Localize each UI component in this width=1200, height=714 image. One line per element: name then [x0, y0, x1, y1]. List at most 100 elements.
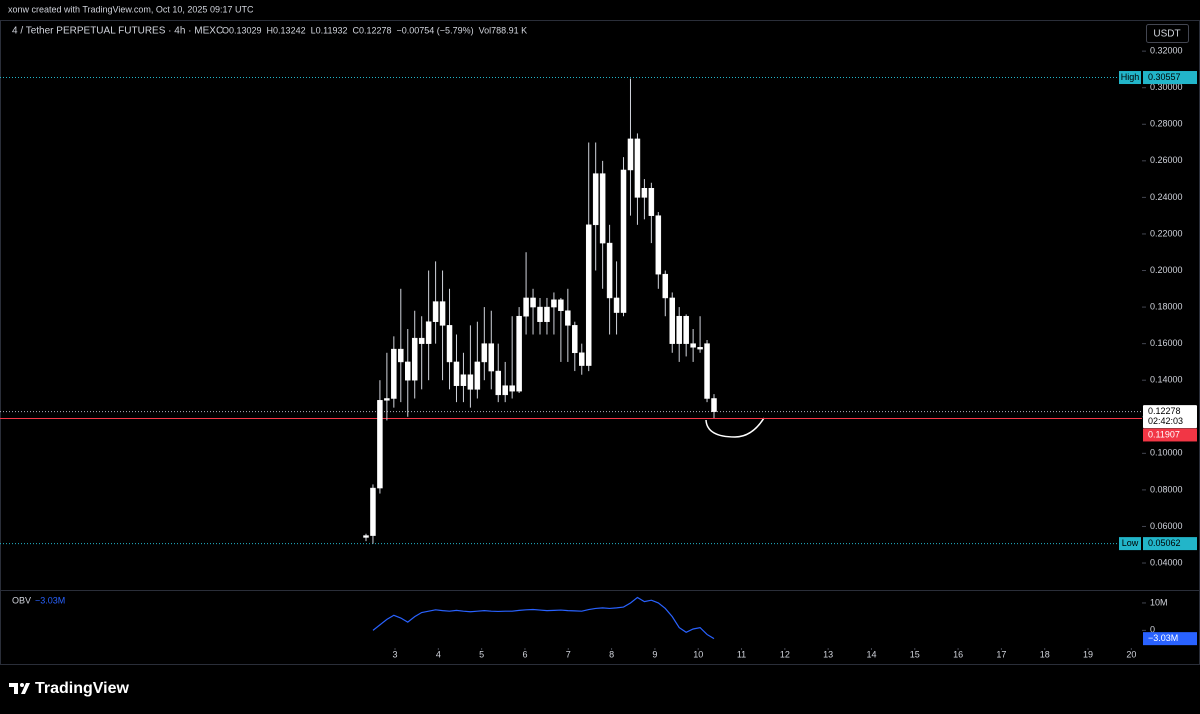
- candle-body: [432, 301, 439, 322]
- candle-body: [627, 138, 634, 171]
- candle-body: [704, 343, 710, 399]
- candle-body: [363, 535, 369, 538]
- logo-dot: [20, 683, 24, 687]
- currency-box[interactable]: [1146, 24, 1189, 43]
- candle-body: [370, 487, 376, 536]
- candle-body: [551, 299, 557, 308]
- candle-body: [697, 347, 703, 350]
- candle-body: [641, 188, 648, 198]
- candle-body: [411, 337, 418, 381]
- ohlc-summary: O0.13029: [222, 25, 262, 35]
- extreme-value-box: [1143, 537, 1197, 551]
- price-line-box: [1143, 428, 1197, 442]
- extreme-label-box: [1119, 71, 1141, 85]
- candle-body: [620, 169, 627, 313]
- y-tick-label: 0.16000: [1150, 338, 1183, 348]
- x-tick-label: 7: [566, 649, 571, 659]
- candle-body: [634, 138, 641, 198]
- candle-body: [544, 306, 550, 322]
- candle-body: [523, 297, 529, 317]
- candle-body: [599, 173, 606, 244]
- countdown: 02:42:03: [1148, 416, 1183, 426]
- candle-body: [405, 361, 411, 381]
- candle-body: [690, 343, 696, 348]
- y-tick-label: 0.32000: [1150, 46, 1183, 56]
- candle-body: [537, 306, 543, 322]
- x-tick-label: 13: [823, 649, 833, 659]
- candle-body: [453, 361, 460, 386]
- x-tick-label: 12: [780, 649, 790, 659]
- candle-body: [585, 224, 592, 366]
- candle-body: [669, 297, 675, 344]
- x-tick-label: 15: [910, 649, 920, 659]
- last-price: 0.12278: [1148, 406, 1181, 416]
- x-tick-label: 17: [996, 649, 1006, 659]
- candle-body: [662, 273, 669, 299]
- x-tick-label: 10: [693, 649, 703, 659]
- y-tick-label: 0.08000: [1150, 484, 1183, 494]
- candle-body: [474, 361, 481, 390]
- ohlc-summary: Vol788.91 K: [479, 25, 528, 35]
- last-price-box: [1143, 405, 1197, 429]
- logo-icon: [9, 683, 30, 694]
- candle-body: [558, 299, 564, 311]
- indicator-value: −3.03M: [35, 595, 65, 605]
- candle-body: [572, 325, 578, 354]
- x-tick-label: 14: [866, 649, 876, 659]
- candle-body: [384, 398, 390, 401]
- ohlc-summary: H0.13242: [267, 25, 306, 35]
- candle-body: [502, 385, 508, 396]
- candle-body: [655, 215, 662, 275]
- x-tick-label: 8: [609, 649, 614, 659]
- price-line-value: 0.11907: [1148, 429, 1180, 439]
- candle-body: [467, 374, 474, 390]
- x-tick-label: 20: [1126, 649, 1136, 659]
- drawing-annotation: [705, 417, 765, 438]
- logo: [9, 683, 30, 694]
- x-tick-label: 18: [1040, 649, 1050, 659]
- extreme-label: Low: [1122, 538, 1139, 548]
- x-tick-label: 16: [953, 649, 963, 659]
- candle-body: [711, 398, 717, 412]
- extreme-value-box: [1143, 71, 1197, 85]
- x-tick-label: 6: [522, 649, 527, 659]
- brand: TradingView: [35, 680, 130, 697]
- extreme-label-box: [1119, 537, 1141, 551]
- candle-body: [579, 352, 585, 366]
- candle-body: [530, 297, 536, 308]
- candle-body: [676, 315, 682, 344]
- candle-body: [377, 400, 383, 489]
- candle-body: [418, 337, 425, 344]
- candle-body: [516, 315, 522, 392]
- y-tick-label: 0.10000: [1150, 448, 1183, 458]
- extreme-value: 0.05062: [1148, 538, 1181, 548]
- candle-body: [509, 385, 515, 392]
- indicator-last-box: [1143, 632, 1197, 646]
- indicator-name: OBV: [12, 595, 31, 605]
- x-tick-label: 19: [1083, 649, 1093, 659]
- y-tick-label: 0.22000: [1150, 228, 1183, 238]
- currency[interactable]: USDT: [1153, 29, 1180, 40]
- x-tick-label: 11: [737, 649, 746, 659]
- x-tick-label: 5: [479, 649, 484, 659]
- symbol-title: 4 / Tether PERPETUAL FUTURES · 4h · MEXC: [12, 26, 223, 37]
- candle-body: [606, 242, 613, 299]
- y-tick-label: 0.24000: [1150, 192, 1183, 202]
- y-tick-label: 0.04000: [1150, 557, 1183, 567]
- candle-body: [683, 315, 689, 344]
- ohlc-summary: L0.11932: [311, 25, 348, 35]
- candle-body: [565, 310, 571, 326]
- y-tick-label: 0.26000: [1150, 155, 1183, 165]
- candle-body: [398, 348, 404, 363]
- candle-body: [446, 325, 453, 363]
- candle-body: [592, 173, 599, 226]
- x-tick-label: 9: [652, 649, 657, 659]
- attribution: xonw created with TradingView.com, Oct 1…: [8, 4, 254, 14]
- y-tick-label: 0.28000: [1150, 119, 1183, 129]
- indicator-y-tick-label: 0: [1150, 625, 1155, 635]
- x-tick-label: 4: [436, 649, 441, 659]
- candle-body: [481, 343, 488, 363]
- extreme-label: High: [1121, 72, 1140, 82]
